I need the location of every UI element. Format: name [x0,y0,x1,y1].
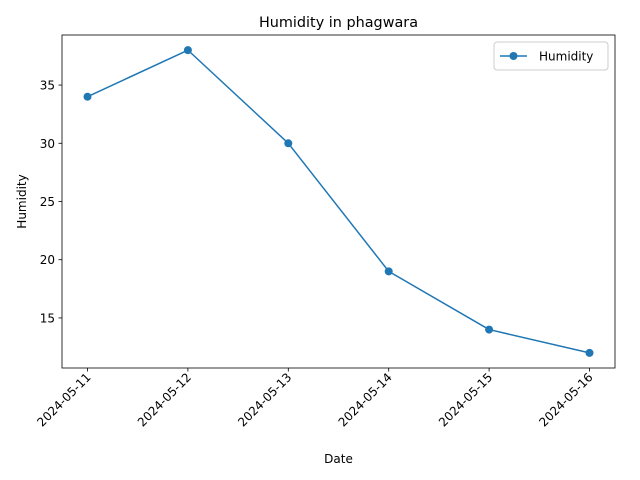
legend: Humidity [493,41,609,71]
data-point [83,92,92,101]
x-axis-label: Date [324,452,353,466]
data-point [183,46,192,55]
series-layer [83,46,594,357]
data-point [384,267,393,276]
y-tick-label: 30 [40,137,55,151]
y-tick-label: 20 [40,253,55,267]
legend-label: Humidity [539,50,593,64]
data-point [485,325,494,334]
y-axis-label: Humidity [15,174,29,228]
y-tick-label: 25 [40,195,55,209]
data-point [585,348,594,357]
y-axis-ticks: 15 20 25 30 35 [40,79,62,325]
legend-frame [493,41,609,71]
y-tick-label: 35 [40,79,55,93]
series-line [87,49,590,354]
y-tick-label: 15 [40,311,55,325]
data-point [284,139,293,148]
plot-frame [61,34,616,369]
legend-marker [509,52,518,60]
chart-title: Humidity in phagwara [259,15,418,31]
plot-background [62,35,615,368]
